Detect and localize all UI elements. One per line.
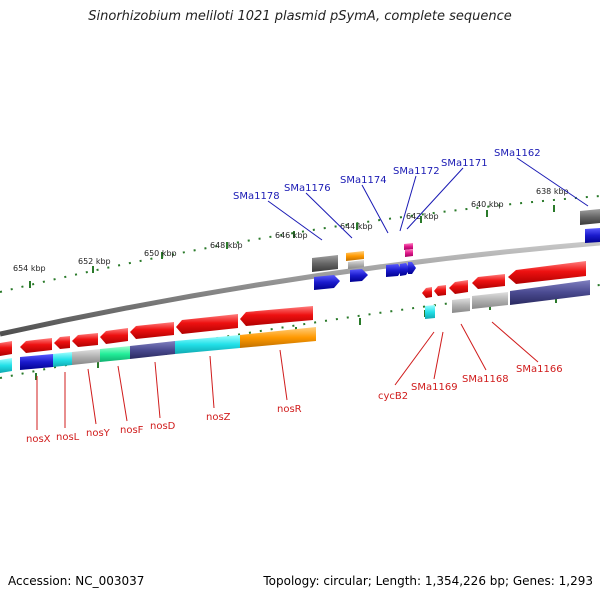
gene-label: nosF (120, 425, 144, 436)
gene-arrow (130, 322, 174, 339)
gene-label: SMa1171 (441, 158, 488, 169)
gene-label: SMa1168 (462, 374, 509, 385)
kbp-label: 652 kbp (78, 257, 111, 266)
gene-label: SMa1174 (340, 175, 387, 186)
top-gene-labels: SMa1178 SMa1176 SMa1174 SMa1172 SMa1171 … (233, 148, 541, 202)
gene-arrow (72, 333, 98, 347)
gene-arrow (100, 328, 128, 344)
gene-label: nosR (277, 404, 302, 415)
gene-label: nosX (26, 434, 51, 445)
gene-arrow (508, 261, 586, 284)
bottom-gene-labels: nosX nosL nosY nosF nosD nosZ nosR cycB2… (26, 364, 563, 445)
kbp-label: 646 kbp (275, 231, 308, 240)
gene-label: SMa1166 (516, 364, 563, 375)
gene-arrow (449, 280, 468, 294)
gene-arrow (0, 341, 12, 356)
gene-arrow (240, 306, 313, 326)
upper-scale-ticks (29, 205, 555, 288)
gene-arrow (434, 285, 446, 296)
gene-label: SMa1172 (393, 166, 440, 177)
gene-label: cycB2 (378, 391, 408, 402)
gene-label: SMa1169 (411, 382, 458, 393)
cog-blocks (0, 280, 590, 373)
kbp-label: 650 kbp (144, 249, 177, 258)
gene-arrow (422, 287, 432, 298)
kbp-label: 644 kbp (340, 222, 373, 231)
genome-backbone (0, 240, 600, 337)
gene-label: nosL (56, 432, 80, 443)
gene-arrow (20, 338, 52, 353)
gene-label: SMa1162 (494, 148, 541, 159)
gene-label: nosZ (206, 412, 231, 423)
forward-genes (0, 261, 586, 356)
kbp-labels: 654 kbp 652 kbp 650 kbp 648 kbp 646 kbp … (13, 187, 569, 273)
gene-arrow (54, 336, 70, 349)
kbp-label: 648 kbp (210, 241, 243, 250)
bottom-leader-lines (36, 321, 539, 430)
kbp-label: 638 kbp (536, 187, 569, 196)
gene-arrow (176, 314, 238, 334)
topology-summary: Topology: circular; Length: 1,354,226 bp… (263, 574, 593, 588)
map-title: Sinorhizobium meliloti 1021 plasmid pSym… (88, 9, 512, 24)
gene-label: SMa1178 (233, 191, 280, 202)
gene-label: nosY (86, 428, 111, 439)
gene-arrow (472, 274, 505, 289)
gene-label: nosD (150, 421, 176, 432)
kbp-label: 654 kbp (13, 264, 46, 273)
gene-label: SMa1176 (284, 183, 331, 194)
top-leader-lines (267, 157, 589, 241)
kbp-label: 640 kbp (471, 200, 504, 209)
reverse-genes (312, 209, 600, 290)
accession-text: Accession: NC_003037 (8, 574, 145, 588)
kbp-label: 642 kbp (406, 212, 439, 221)
